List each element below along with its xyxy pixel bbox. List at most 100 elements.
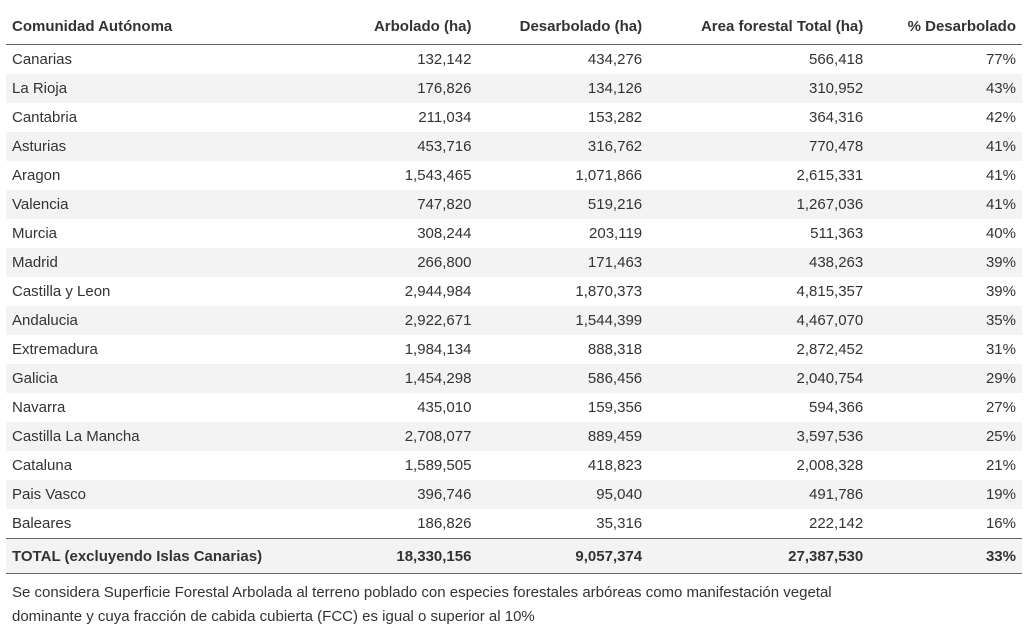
cell-value: 418,823 (587, 457, 643, 474)
table-row: Navarra 435,010 159,356 594,366 27% (6, 393, 1022, 422)
column-header: Arbolado (ha) (338, 8, 478, 45)
table-row: Andalucia 2,922,671 1,544,399 4,467,070 35% (6, 306, 1022, 335)
forest-table: Comunidad Autónoma Arbolado (ha) Desarbola… (6, 8, 1022, 574)
cell-value: 888,318 (587, 341, 643, 358)
cell-value: 1,267,036 (796, 196, 864, 213)
table-row: Castilla La Mancha 2,708,077 889,459 3,597,… (6, 422, 1022, 451)
cell-value: 364,316 (809, 109, 864, 126)
table-row: Madrid 266,800 171,463 438,263 39% (6, 248, 1022, 277)
cell-value: 1,543,465 (404, 167, 472, 184)
cell-region: Madrid (12, 254, 58, 271)
cell-value: 29% (985, 370, 1016, 387)
table-row: Aragon 1,543,465 1,071,866 2,615,331 41% (6, 161, 1022, 190)
cell-value: 222,142 (809, 515, 864, 532)
table-row: Asturias 453,716 316,762 770,478 41% (6, 132, 1022, 161)
column-header: Comunidad Autónoma (6, 8, 339, 45)
cell-value: 453,716 (417, 138, 472, 155)
cell-region: Galicia (12, 370, 58, 387)
cell-value: 77% (985, 51, 1016, 68)
cell-value: 39% (985, 254, 1016, 271)
cell-value: 2,615,331 (796, 167, 864, 184)
cell-value: 1,589,505 (404, 457, 472, 474)
cell-value: 2,922,671 (404, 312, 472, 329)
cell-value: 1,870,373 (575, 283, 643, 300)
cell-value: 2,944,984 (404, 283, 472, 300)
cell-value: 19% (985, 486, 1016, 503)
table-row: Castilla y Leon 2,944,984 1,870,373 4,815,3… (6, 277, 1022, 306)
cell-value: 159,356 (587, 399, 643, 416)
cell-region: Cantabria (12, 109, 78, 126)
cell-value: 41% (985, 167, 1016, 184)
cell-region: Cataluna (12, 457, 73, 474)
total-cell: 27,387,530 (648, 538, 870, 574)
cell-value: 16% (985, 515, 1016, 532)
cell-value: 211,034 (418, 109, 472, 126)
cell-value: 511,363 (810, 225, 864, 242)
cell-value: 1,454,298 (404, 370, 472, 387)
table-row: Cataluna 1,589,505 418,823 2,008,328 21% (6, 451, 1022, 480)
table-row: Extremadura 1,984,134 888,318 2,872,452 31% (6, 335, 1022, 364)
cell-value: 153,282 (587, 109, 643, 126)
cell-value: 594,366 (809, 399, 864, 416)
note-line: Se considera Superficie Forestal Arbolad… (12, 584, 832, 601)
cell-value: 316,762 (587, 138, 643, 155)
cell-value: 40% (985, 225, 1016, 242)
table-row: La Rioja 176,826 134,126 310,952 43% (6, 74, 1022, 103)
cell-value: 770,478 (809, 138, 864, 155)
cell-value: 310,952 (809, 80, 864, 97)
total-row: TOTAL (excluyendo Islas Canarias) 18,330,… (6, 538, 1022, 574)
cell-value: 4,467,070 (796, 312, 864, 329)
cell-region: Asturias (12, 138, 67, 155)
cell-value: 25% (985, 428, 1016, 445)
cell-value: 203,119 (589, 225, 643, 242)
cell-value: 132,142 (417, 51, 472, 68)
cell-region: Castilla La Mancha (12, 428, 140, 445)
column-header: % Desarbolado (869, 8, 1022, 45)
table-row: Galicia 1,454,298 586,456 2,040,754 29% (6, 364, 1022, 393)
column-header: Area forestal Total (ha) (648, 8, 870, 45)
cell-value: 2,008,328 (796, 457, 864, 474)
cell-value: 396,746 (417, 486, 472, 503)
table-row: Baleares 186,826 35,316 222,142 16% (6, 509, 1022, 539)
cell-value: 41% (985, 196, 1016, 213)
total-cell: 18,330,156 (338, 538, 478, 574)
header-row: Comunidad Autónoma Arbolado (ha) Desarbola… (6, 8, 1022, 45)
cell-region: Aragon (12, 167, 61, 184)
cell-region: La Rioja (12, 80, 68, 97)
cell-value: 1,544,399 (575, 312, 643, 329)
cell-region: Extremadura (12, 341, 98, 358)
cell-value: 586,456 (587, 370, 643, 387)
cell-region: Navarra (12, 399, 66, 416)
cell-region: Andalucia (12, 312, 78, 329)
cell-value: 171,463 (587, 254, 643, 271)
cell-value: 21% (985, 457, 1016, 474)
cell-value: 95,040 (596, 486, 643, 503)
cell-value: 1,071,866 (575, 167, 643, 184)
table-row: Valencia 747,820 519,216 1,267,036 41% (6, 190, 1022, 219)
cell-region: Baleares (12, 515, 72, 532)
cell-value: 186,826 (417, 515, 472, 532)
cell-value: 35,316 (596, 515, 643, 532)
table-row: Canarias 132,142 434,276 566,418 77% (6, 45, 1022, 75)
cell-value: 31% (985, 341, 1016, 358)
cell-value: 566,418 (809, 51, 864, 68)
footnote: Se considera Superficie Forestal Arbolad… (12, 581, 1012, 629)
cell-value: 35% (985, 312, 1016, 329)
cell-value: 4,815,357 (796, 283, 864, 300)
cell-value: 2,872,452 (796, 341, 864, 358)
total-cell: TOTAL (excluyendo Islas Canarias) (6, 538, 339, 574)
cell-value: 176,826 (417, 80, 472, 97)
cell-region: Pais Vasco (12, 486, 86, 503)
cell-region: Valencia (12, 196, 69, 213)
cell-value: 134,126 (587, 80, 643, 97)
cell-value: 266,800 (417, 254, 472, 271)
note-line: dominante y cuya fracción de cabida cubi… (12, 608, 535, 625)
cell-value: 2,040,754 (796, 370, 864, 387)
cell-value: 41% (985, 138, 1016, 155)
column-header: Desarbolado (ha) (477, 8, 649, 45)
cell-value: 27% (985, 399, 1016, 416)
cell-value: 435,010 (417, 399, 472, 416)
cell-region: Murcia (12, 225, 58, 242)
table-row: Cantabria 211,034 153,282 364,316 42% (6, 103, 1022, 132)
